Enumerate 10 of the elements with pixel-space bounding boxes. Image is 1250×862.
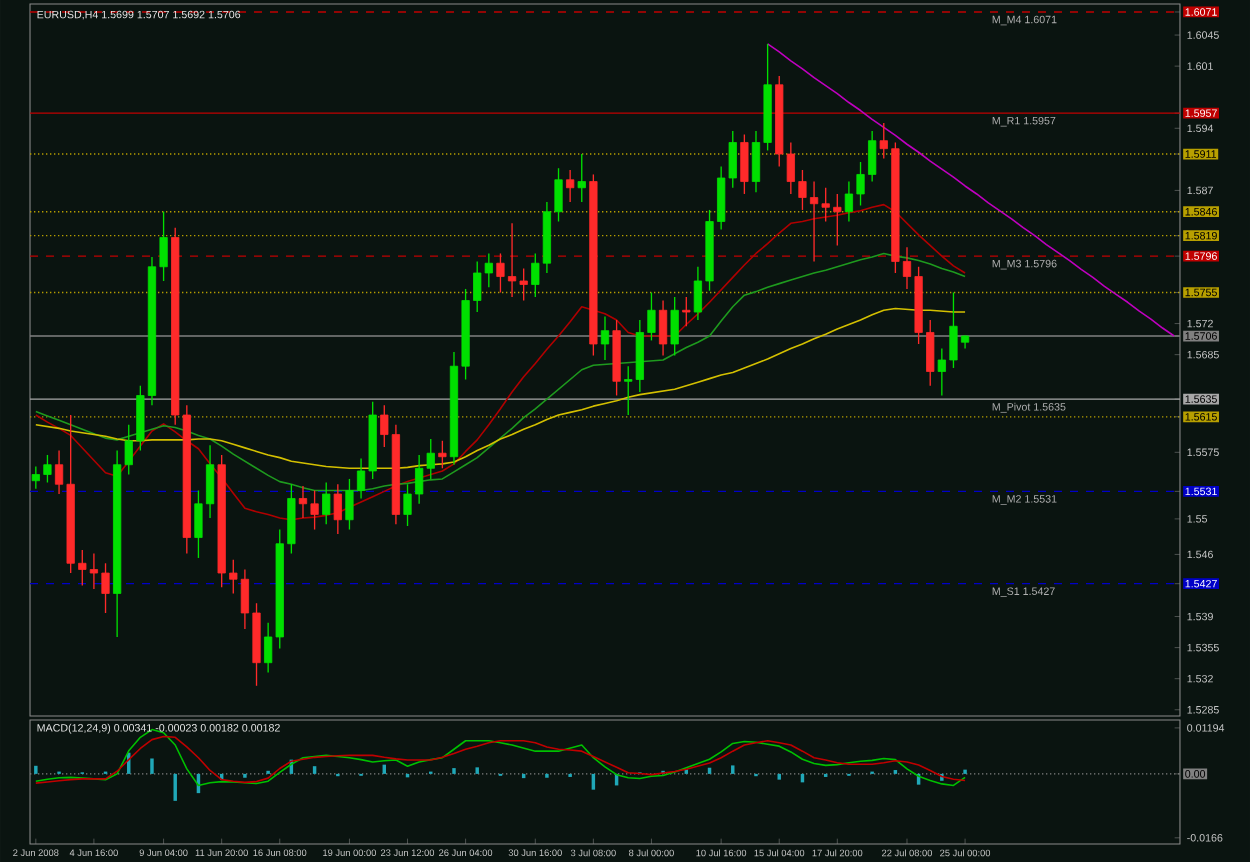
candlestick [438,440,447,469]
candlestick [333,483,342,535]
candlestick [577,153,586,203]
candlestick [740,133,749,195]
candlestick [600,315,610,361]
candlestick [682,296,691,327]
candlestick [566,169,575,203]
candlestick [670,296,679,357]
candlestick [658,299,668,357]
candlestick [322,481,331,525]
